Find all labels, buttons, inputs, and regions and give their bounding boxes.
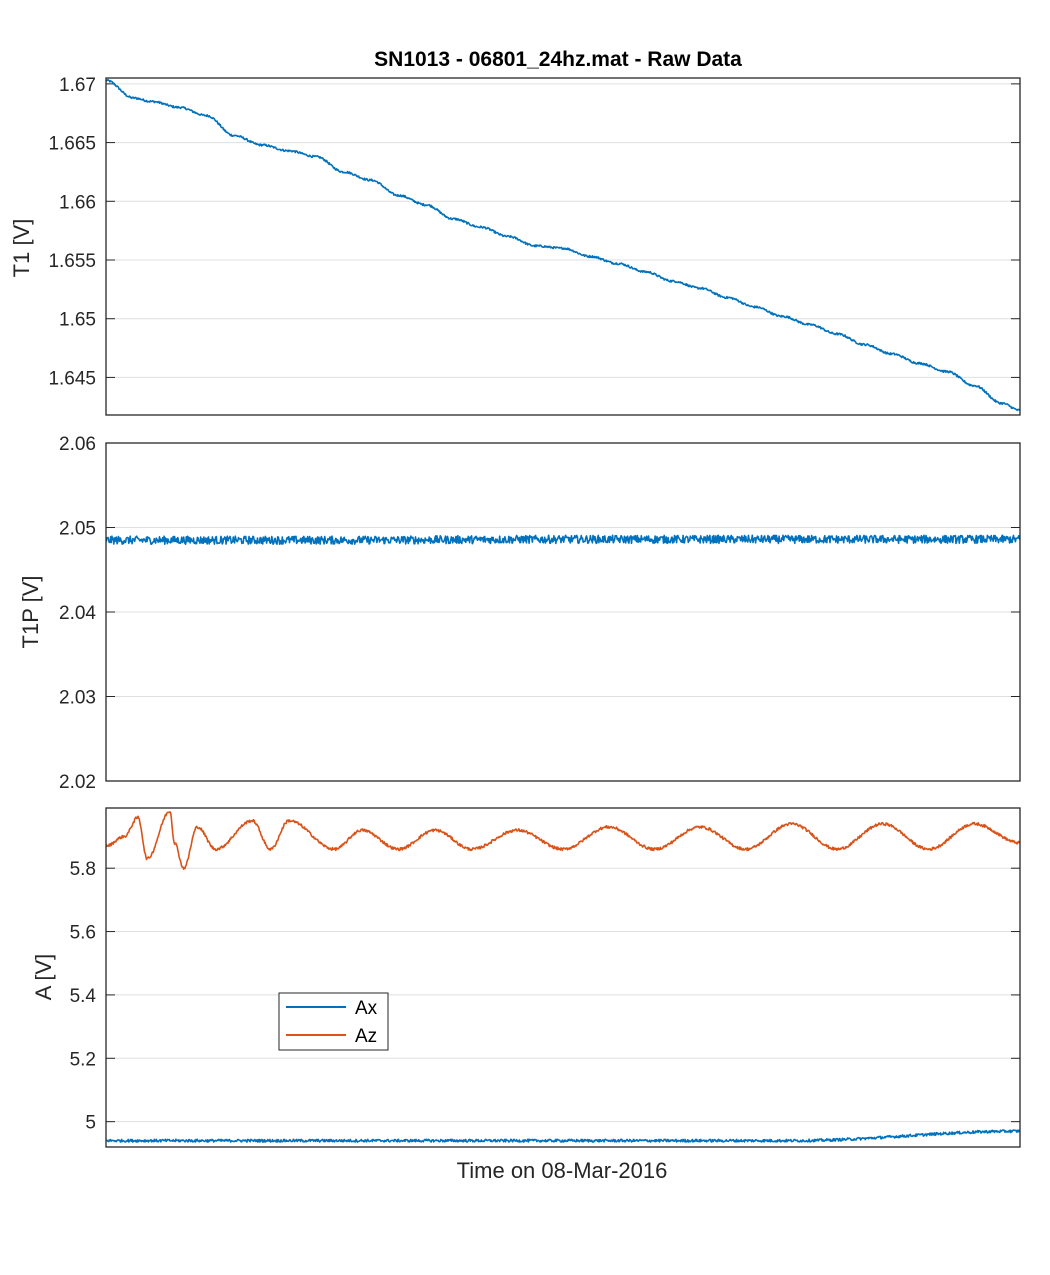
ylabel-a: A [V]: [31, 954, 56, 1000]
ytick-label: 2.06: [59, 434, 96, 455]
ytick-label: 5.8: [70, 859, 96, 880]
ytick-label: 1.645: [48, 368, 96, 389]
axes-frame-a: [105, 807, 1021, 1148]
legend-label-ax: Ax: [355, 998, 378, 1019]
subplot-t1: 1.645 1.65 1.655 1.66 1.665 1.67 T1 [V]: [9, 75, 1021, 416]
plot-area-t1p: [106, 534, 1020, 546]
series-line-az: [106, 811, 1020, 871]
figure-title: SN1013 - 06801_24hz.mat - Raw Data: [374, 48, 742, 71]
ytick-label: 5: [85, 1113, 96, 1134]
ytick-label: 1.66: [59, 192, 96, 213]
legend-label-az: Az: [355, 1026, 377, 1047]
subplot-t1p: 2.02 2.03 2.04 2.05 2.06 T1P [V]: [18, 434, 1021, 793]
ytick-label: 1.67: [59, 75, 96, 96]
grid-a: [106, 867, 1020, 1123]
ytick-label: 1.665: [48, 134, 96, 155]
ytick-label: 5.4: [70, 986, 97, 1007]
subplot-a: 5 5.2 5.4 5.6 5.8 A [V] Ax Az: [31, 807, 1021, 1148]
yticks-t1: 1.645 1.65 1.655 1.66 1.665 1.67: [48, 75, 1020, 389]
ytick-label: 2.03: [59, 688, 96, 709]
yticks-t1p: 2.02 2.03 2.04 2.05 2.06: [59, 434, 1020, 793]
ytick-label: 1.65: [59, 310, 96, 331]
ytick-label: 5.6: [70, 923, 96, 944]
legend-box: [278, 992, 389, 1051]
ylabel-t1p: T1P [V]: [18, 576, 43, 649]
plot-area-t1: [106, 78, 1020, 412]
ytick-label: 5.2: [70, 1049, 96, 1070]
ylabel-t1: T1 [V]: [9, 219, 34, 278]
axes-frame-t1: [105, 77, 1021, 416]
yticks-a: 5 5.2 5.4 5.6 5.8: [70, 859, 1020, 1134]
grid-t1p: [106, 442, 1020, 782]
axes-frame-t1p: [105, 442, 1021, 782]
ytick-label: 1.655: [48, 251, 96, 272]
xlabel: Time on 08-Mar-2016: [457, 1158, 668, 1183]
plot-area-a: [106, 811, 1020, 1143]
series-line-ax: [106, 1129, 1020, 1143]
series-line-0: [106, 78, 1020, 412]
legend: Ax Az: [278, 992, 389, 1051]
ytick-label: 2.05: [59, 519, 96, 540]
ytick-label: 2.02: [59, 772, 96, 793]
grid-t1: [106, 83, 1020, 378]
series-line-1: [106, 534, 1020, 546]
ytick-label: 2.04: [59, 603, 96, 624]
